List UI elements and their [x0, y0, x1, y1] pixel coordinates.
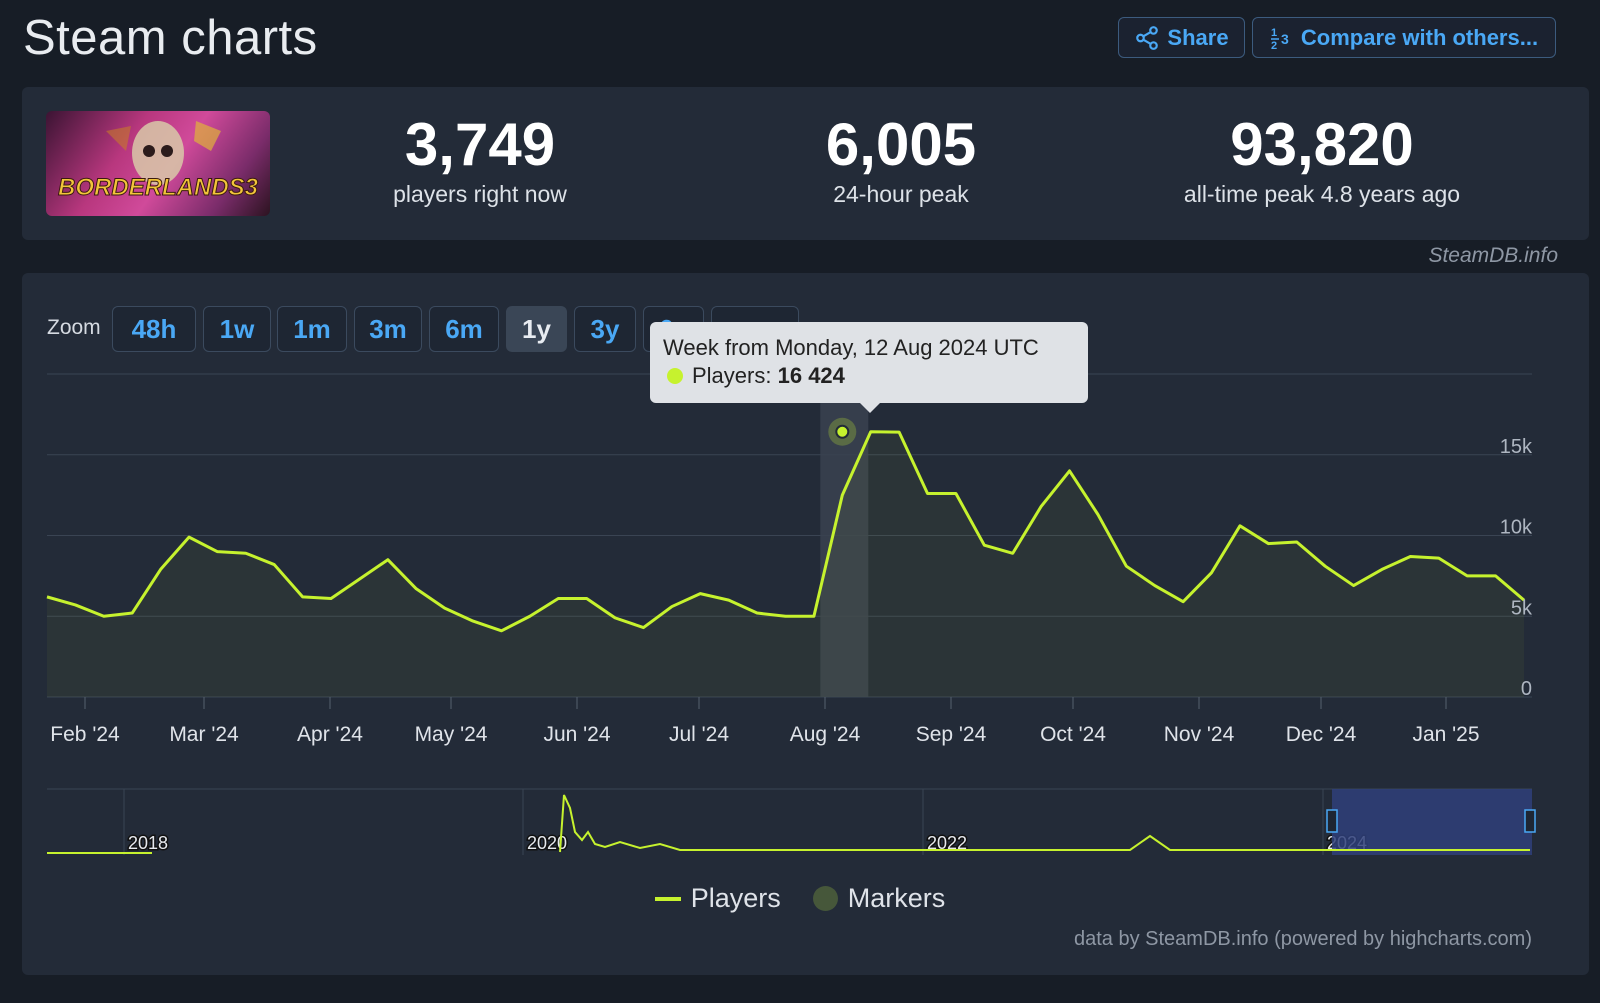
- series-path: [46, 430, 1525, 633]
- legend-label: Players: [690, 883, 781, 913]
- chart-tooltip: Week from Monday, 12 Aug 2024 UTC Player…: [650, 322, 1088, 413]
- zoom-button-3m[interactable]: 3m: [354, 306, 422, 352]
- navigator-year-label: 2020: [527, 833, 567, 853]
- navigator-handle-left: [1326, 809, 1338, 833]
- zoom-button-1m[interactable]: 1m: [277, 306, 347, 352]
- zoom-button-6m[interactable]: 6m: [429, 306, 499, 352]
- stat-label: 24-hour peak: [833, 181, 969, 207]
- legend-label: Markers: [847, 883, 946, 913]
- series-line: [46, 430, 1525, 633]
- stat-all-time-peak: 93,820 all-time peak 4.8 years ago: [1132, 111, 1512, 208]
- x-tick-label: Sep '24: [916, 723, 987, 746]
- legend-item-markers[interactable]: Markers: [812, 883, 946, 914]
- x-tick-label: Jun '24: [543, 723, 610, 746]
- series-area: [47, 431, 1524, 697]
- svg-text:2: 2: [1271, 40, 1277, 51]
- x-tick-label: May '24: [415, 723, 488, 746]
- stat-value: 6,005: [825, 111, 977, 178]
- legend-item-players[interactable]: Players: [654, 883, 781, 914]
- game-image: BORDERLANDS3: [46, 111, 270, 216]
- navigator-series: [559, 794, 1530, 853]
- x-tick-label: Jan '25: [1412, 723, 1479, 746]
- tooltip-title: Week from Monday, 12 Aug 2024 UTC: [663, 335, 1039, 360]
- share-button[interactable]: Share: [1118, 17, 1245, 58]
- tooltip-series-label: Players:: [692, 363, 772, 388]
- zoom-button-1y[interactable]: 1y: [506, 306, 567, 352]
- steamdb-credit[interactable]: SteamDB.info: [1428, 244, 1558, 267]
- navigator: 2018202020222024: [47, 788, 1536, 855]
- stat-value: 3,749: [404, 111, 556, 178]
- x-tick-label: Nov '24: [1164, 723, 1235, 746]
- area-fill: [47, 431, 1524, 697]
- chart-legend: Players Markers: [0, 883, 1600, 914]
- zoom-button-48h[interactable]: 48h: [112, 306, 196, 352]
- stat-value: 93,820: [1230, 111, 1414, 178]
- stat-players-now: 3,749 players right now: [290, 111, 670, 208]
- x-axis: Feb '24 Mar '24 Apr '24 May '24 Jun '24 Jul '…: [50, 697, 1480, 746]
- y-tick-label: 15k: [1500, 436, 1533, 458]
- y-tick-label: 0: [1521, 678, 1532, 700]
- y-tick-label: 10k: [1500, 517, 1533, 539]
- zoom-label: Zoom: [47, 316, 101, 339]
- x-tick-label: Oct '24: [1040, 723, 1106, 746]
- line-swatch-icon: [654, 896, 681, 901]
- chart-footer[interactable]: data by SteamDB.info (powered by highcha…: [1074, 928, 1532, 950]
- x-tick-label: Jul '24: [669, 723, 729, 746]
- x-tick-label: Mar '24: [169, 723, 239, 746]
- series-points: [828, 417, 857, 446]
- game-logo-text: BORDERLANDS3: [58, 174, 259, 201]
- x-tick-label: Dec '24: [1286, 723, 1357, 746]
- highlight-point: [835, 424, 850, 439]
- x-tick-label: Aug '24: [790, 723, 861, 746]
- x-tick-label: Feb '24: [50, 723, 120, 746]
- zoom-button-3y[interactable]: 3y: [574, 306, 636, 352]
- stat-24h-peak: 6,005 24-hour peak: [711, 111, 1091, 208]
- svg-text:3: 3: [1281, 31, 1289, 47]
- navigator-year-label: 2022: [927, 833, 967, 853]
- dot-swatch-icon: [812, 886, 838, 911]
- share-label: Share: [1167, 24, 1229, 50]
- navigator-handle-right: [1524, 809, 1536, 833]
- navigator-selection: [1332, 789, 1532, 855]
- x-tick-label: Apr '24: [297, 723, 363, 746]
- compare-icon: 1 2 3: [1270, 27, 1289, 51]
- y-tick-label: 5k: [1511, 597, 1533, 619]
- compare-label: Compare with others...: [1300, 24, 1539, 50]
- tooltip-arrow: [860, 403, 880, 413]
- stat-label: players right now: [393, 181, 567, 207]
- stat-label: all-time peak 4.8 years ago: [1183, 181, 1461, 207]
- tooltip-value: 16 424: [777, 363, 845, 388]
- share-icon: [1136, 25, 1159, 50]
- compare-button[interactable]: 1 2 3 Compare with others...: [1252, 17, 1556, 58]
- page-title: Steam charts: [23, 11, 318, 65]
- svg-text:1: 1: [1271, 27, 1277, 39]
- series-dot-icon: [667, 368, 683, 384]
- stats-panel: BORDERLANDS3 3,749 players right now 6,0…: [22, 87, 1589, 240]
- y-axis: 0 5k 10k 15k: [1500, 436, 1533, 700]
- zoom-button-1w[interactable]: 1w: [203, 306, 271, 352]
- navigator-year-label: 2018: [128, 833, 168, 853]
